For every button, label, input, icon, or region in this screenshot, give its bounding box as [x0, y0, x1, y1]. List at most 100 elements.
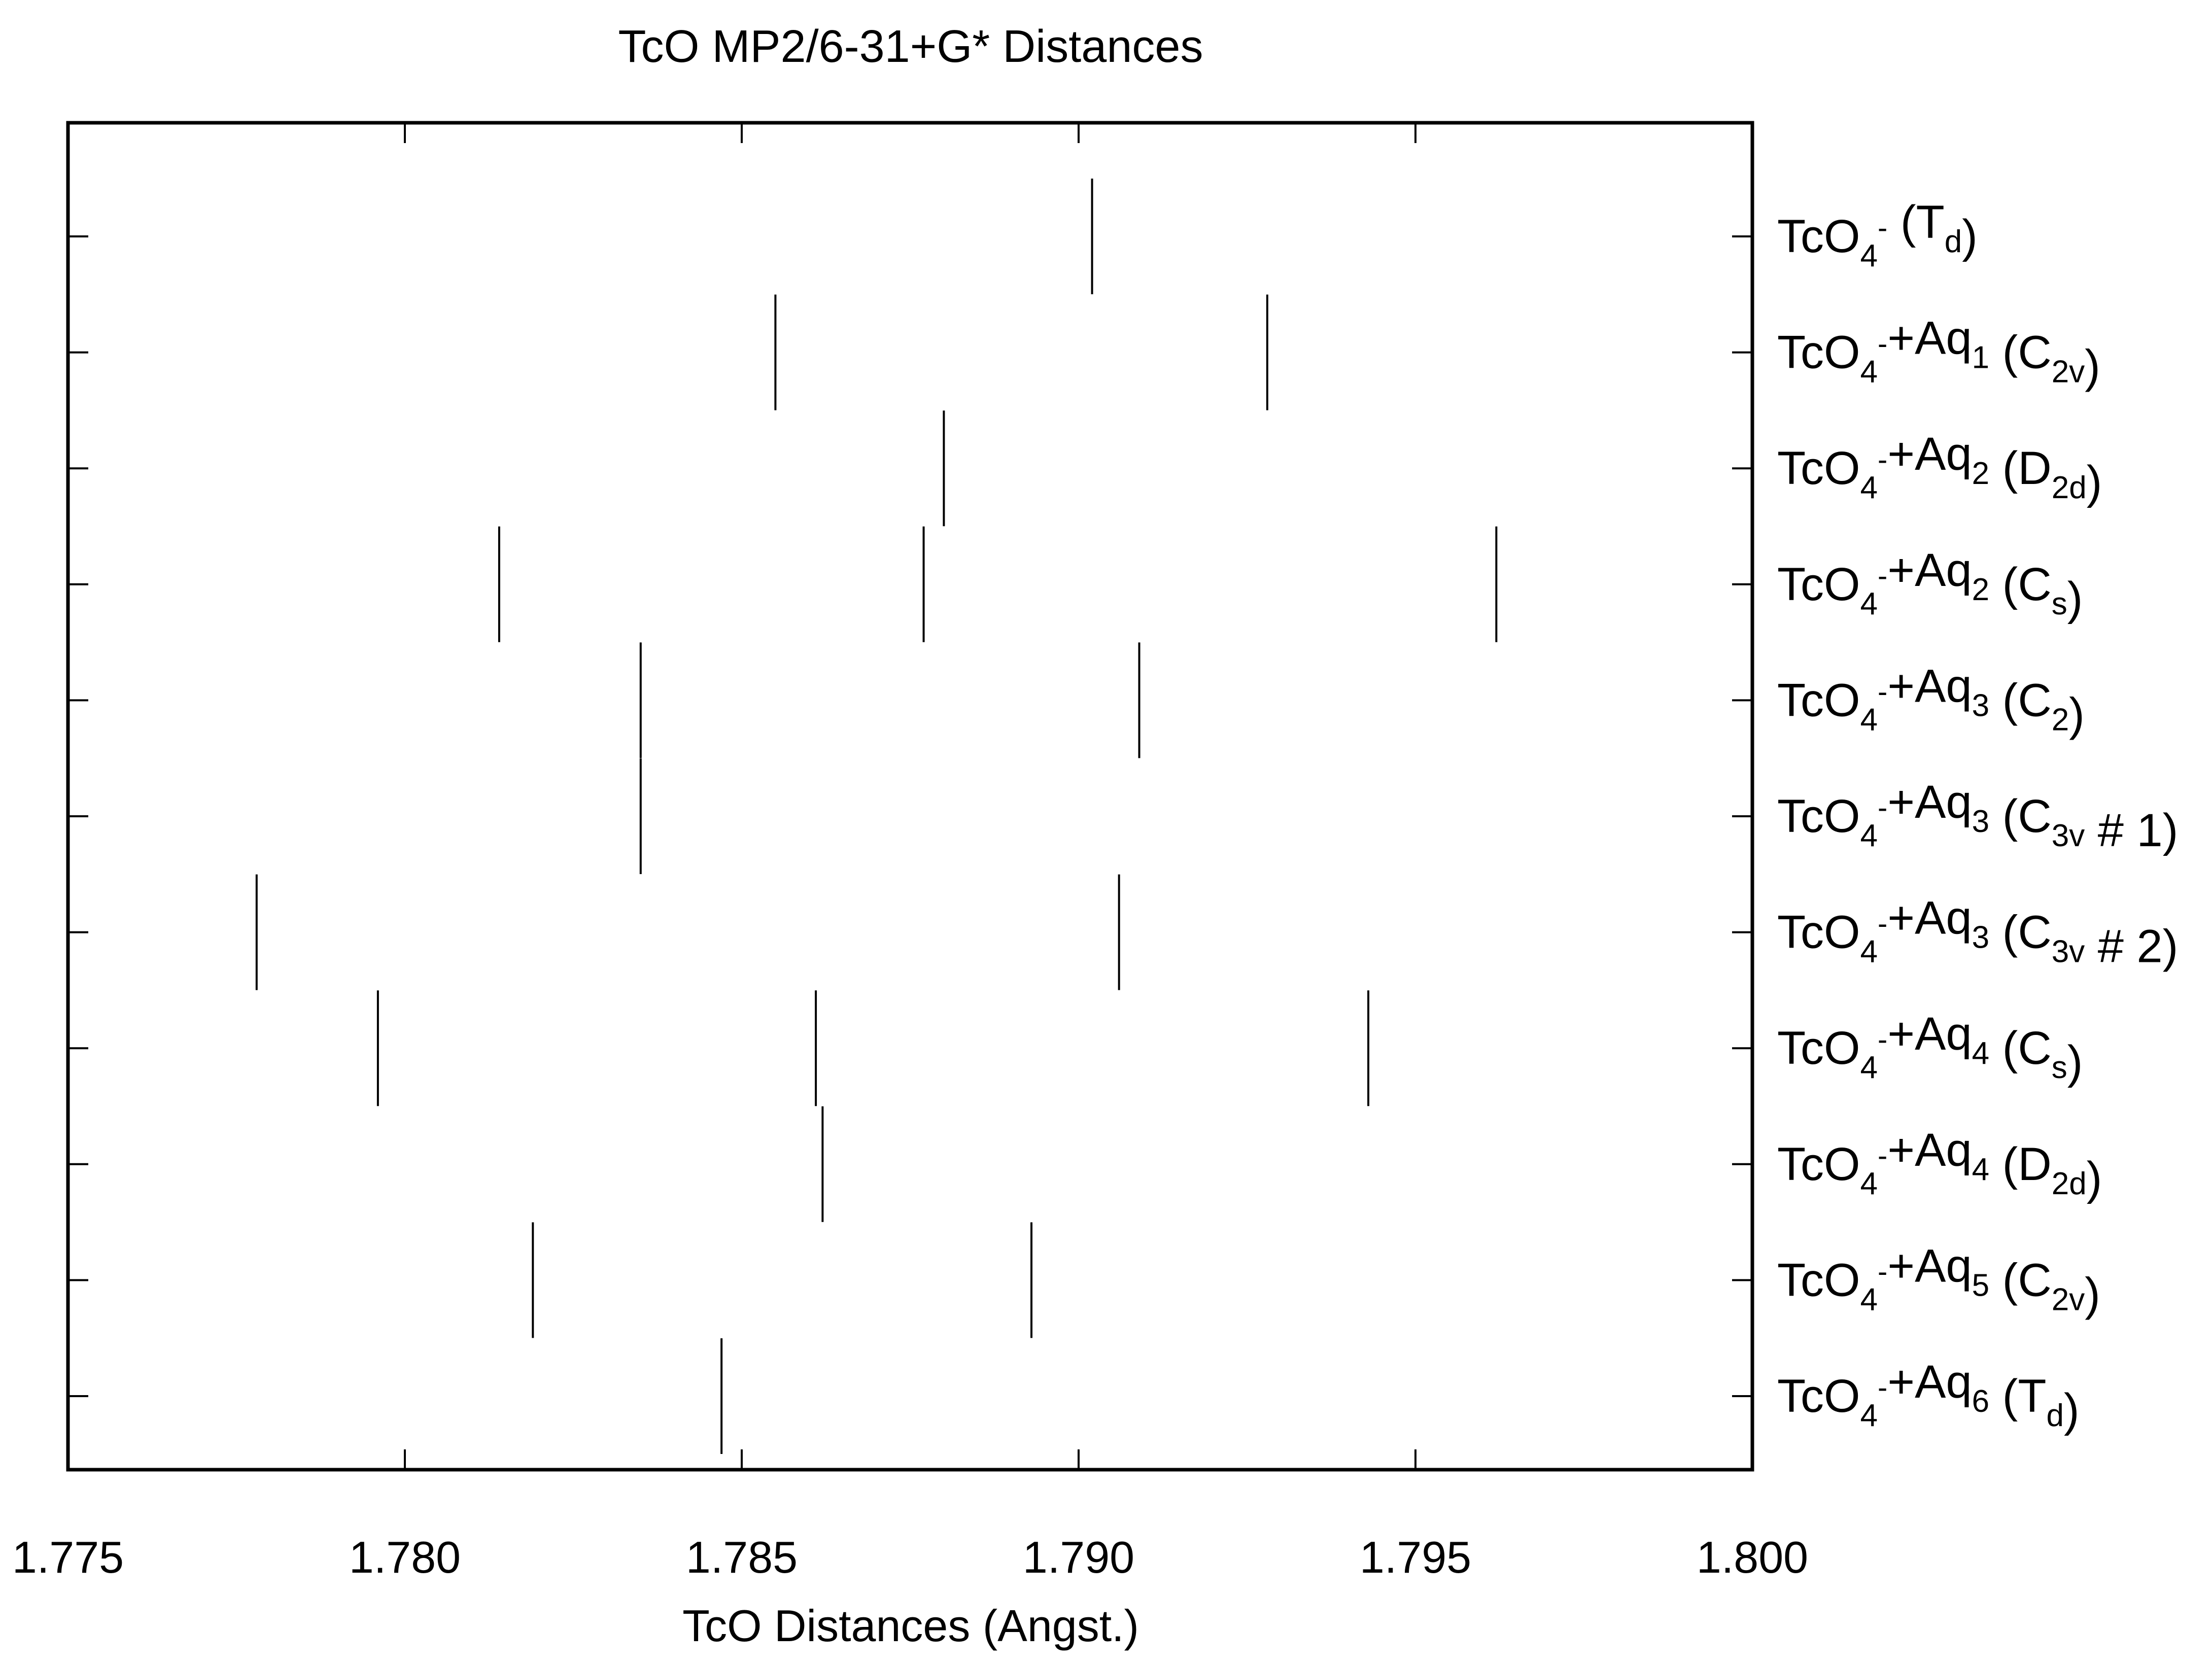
row-label-part: -: [1878, 791, 1887, 824]
row-label-part: s: [2052, 1050, 2067, 1085]
row-label-part: # 1): [2085, 805, 2178, 856]
x-tick-label: 1.800: [1697, 1532, 1808, 1582]
row-label-part: TcO: [1777, 211, 1860, 262]
row-label-part: 2v: [2052, 1282, 2085, 1317]
row-label-part: (C: [1989, 907, 2052, 958]
row-label-part: (C: [1989, 1022, 2052, 1074]
row-label-part: TcO: [1777, 1138, 1860, 1190]
row-label-part: 3: [1972, 920, 1989, 955]
row-label-part: 2: [1972, 572, 1989, 607]
row-label-part: 4: [1972, 1036, 1989, 1071]
row-label-part: 3: [1972, 804, 1989, 839]
row-label-part: +Aq: [1887, 428, 1972, 480]
row-label-part: 4: [1860, 238, 1878, 273]
plot-frame: [66, 121, 1754, 1472]
row-label-part: ): [2067, 573, 2083, 625]
x-axis-title: TcO Distances (Angst.): [682, 1601, 1139, 1651]
row-label-part: (C: [1989, 1254, 2052, 1306]
row-label-part: TcO: [1777, 327, 1860, 378]
row-label: TcO4-+Aq5 (C2v): [1777, 1240, 2100, 1320]
row-label-part: +Aq: [1887, 776, 1972, 828]
row-label-part: ): [2087, 457, 2102, 508]
row-label-part: (C: [1989, 327, 2052, 378]
row-label-part: (T: [1887, 196, 1944, 248]
row-label-part: ): [1962, 211, 1978, 262]
row-label-part: 3v: [2052, 818, 2085, 853]
row-label-part: ): [2067, 1036, 2083, 1088]
row-label: TcO4-+Aq3 (C3v # 1): [1777, 776, 2178, 856]
x-axis-ticks: [404, 123, 1416, 1470]
row-label: TcO4-+Aq4 (D2d): [1777, 1124, 2102, 1204]
row-label-part: TcO: [1777, 559, 1860, 610]
y-axis-ticks: [68, 235, 1752, 1397]
distance-marks: [255, 179, 1498, 1454]
x-tick-label: 1.790: [1023, 1532, 1134, 1582]
row-label-part: 3: [1972, 688, 1989, 723]
row-label: TcO4-+Aq2 (Cs): [1777, 544, 2083, 625]
row-label-part: 4: [1860, 586, 1878, 621]
row-label-part: d: [2047, 1398, 2064, 1433]
row-label-part: 2: [2052, 702, 2069, 737]
row-label-part: 4: [1860, 1398, 1878, 1433]
row-label-part: +Aq: [1887, 1356, 1972, 1408]
row-label-part: 4: [1860, 934, 1878, 969]
row-label: TcO4-+Aq6 (Td): [1777, 1356, 2080, 1436]
row-label: TcO4-+Aq2 (D2d): [1777, 428, 2102, 508]
x-tick-label: 1.795: [1360, 1532, 1471, 1582]
row-label-part: +Aq: [1887, 1124, 1972, 1176]
row-label-part: -: [1878, 212, 1887, 245]
row-label: TcO4-+Aq4 (Cs): [1777, 1008, 2083, 1088]
row-label-part: 2d: [2052, 470, 2087, 505]
row-label-part: (C: [1989, 790, 2052, 842]
row-label-part: TcO: [1777, 674, 1860, 726]
row-label-part: -: [1878, 328, 1887, 361]
row-label-part: 4: [1860, 818, 1878, 853]
row-label-part: ): [2085, 341, 2100, 393]
row-label: TcO4- (Td): [1777, 196, 1978, 273]
x-tick-label: 1.775: [12, 1532, 124, 1582]
row-label-part: +Aq: [1887, 313, 1972, 364]
row-label-part: TcO: [1777, 1022, 1860, 1074]
row-label-part: +Aq: [1887, 892, 1972, 944]
row-label-part: (T: [1989, 1370, 2046, 1422]
row-label-part: ): [2064, 1384, 2080, 1436]
x-axis-tick-labels: 1.775 1.780 1.785 1.790 1.795 1.800: [12, 1532, 1808, 1582]
row-label: TcO4-+Aq3 (C2): [1777, 660, 2085, 740]
row-label-part: (C: [1989, 559, 2052, 610]
row-label-part: s: [2052, 586, 2067, 621]
row-label-part: 4: [1860, 702, 1878, 737]
row-label-part: 5: [1972, 1268, 1989, 1303]
row-label-part: +Aq: [1887, 544, 1972, 596]
row-label-part: -: [1878, 560, 1887, 593]
row-label-part: TcO: [1777, 790, 1860, 842]
row-label-part: 4: [1860, 1282, 1878, 1317]
row-label-part: TcO: [1777, 1254, 1860, 1306]
row-label-part: 1: [1972, 340, 1989, 375]
row-label-part: 4: [1972, 1152, 1989, 1187]
row-label-part: TcO: [1777, 907, 1860, 958]
row-label-part: 3v: [2052, 934, 2085, 969]
row-label-part: 2d: [2052, 1166, 2087, 1201]
row-label-part: -: [1878, 1023, 1887, 1056]
row-label-part: # 2): [2085, 921, 2178, 973]
row-label: TcO4-+Aq3 (C3v # 2): [1777, 892, 2178, 973]
row-label-part: -: [1878, 443, 1887, 476]
row-label-part: -: [1878, 675, 1887, 708]
row-label-part: 4: [1860, 1166, 1878, 1201]
row-label-part: +Aq: [1887, 660, 1972, 712]
row-label-part: 2: [1972, 456, 1989, 491]
row-label-part: ): [2087, 1153, 2102, 1204]
row-label-part: TcO: [1777, 1370, 1860, 1422]
chart-title: TcO MP2/6-31+G* Distances: [618, 21, 1203, 72]
row-label-part: 6: [1972, 1384, 1989, 1419]
row-label-part: 2v: [2052, 355, 2085, 390]
row-label-part: 4: [1860, 355, 1878, 390]
row-label-part: TcO: [1777, 442, 1860, 494]
row-label-part: -: [1878, 1371, 1887, 1404]
row-label-part: ): [2069, 688, 2085, 740]
row-label-part: ): [2085, 1268, 2100, 1320]
row-label-part: -: [1878, 1255, 1887, 1288]
x-tick-label: 1.780: [349, 1532, 461, 1582]
